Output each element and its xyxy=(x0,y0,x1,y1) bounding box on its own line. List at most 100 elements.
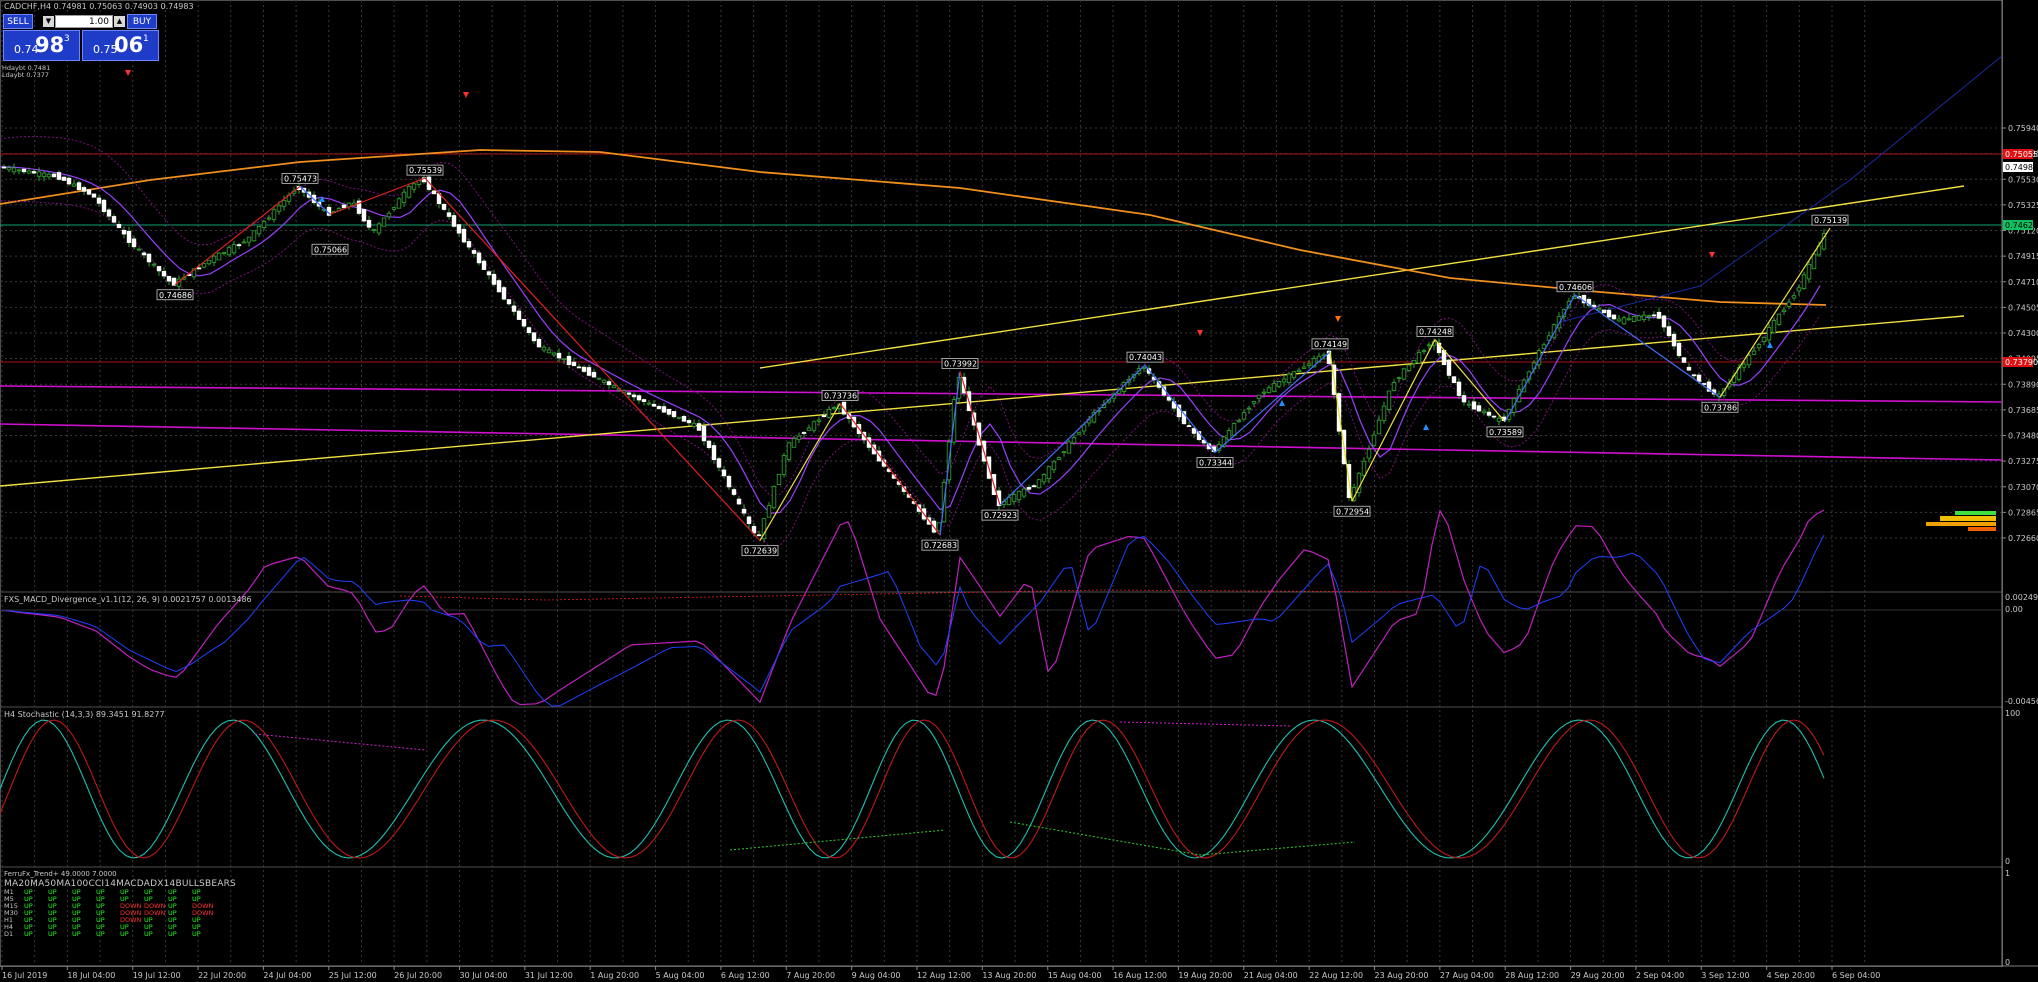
chevron-down-icon[interactable]: ▼ xyxy=(43,16,54,27)
candle-body xyxy=(1481,410,1487,414)
trend-cell: UP xyxy=(96,923,105,931)
chevron-up-icon[interactable]: ▲ xyxy=(114,16,125,27)
candle-body xyxy=(1421,350,1427,352)
price-tick-label: 0.72660 xyxy=(2008,534,2038,543)
trend-timeframe: D1 xyxy=(4,930,14,938)
lot-size-input[interactable] xyxy=(55,15,113,28)
chart-frame xyxy=(0,0,2003,967)
candle-body xyxy=(701,425,707,442)
macd-tick: -0.004568 xyxy=(2005,697,2038,706)
trend-row: M1 UP UP UP UP UP UP UP UP xyxy=(4,889,236,896)
candle-body xyxy=(1551,324,1557,338)
time-tick-label: 25 Jul 12:00 xyxy=(329,971,377,980)
zigzag-segment xyxy=(1434,339,1506,423)
candle-body xyxy=(1436,342,1442,354)
trend-cell: UP xyxy=(48,909,57,917)
zigzag-label-box xyxy=(1811,214,1849,226)
candle-body xyxy=(596,377,602,380)
zigzag-label: 0.75473 xyxy=(284,174,317,183)
trend-cell: UP xyxy=(72,888,81,896)
candle-body xyxy=(151,263,157,266)
zigzag-segment xyxy=(959,371,1001,506)
candle-body xyxy=(1306,363,1312,366)
price-tick-label: 0.72865 xyxy=(2008,508,2038,517)
candle-body xyxy=(716,458,722,468)
candle-body xyxy=(451,215,457,227)
candle-body xyxy=(506,299,512,305)
trend-row: H4 UP UP UP UP UP UP UP UP xyxy=(4,924,236,931)
candle-body xyxy=(746,516,752,524)
candle-body xyxy=(816,419,822,422)
candle-body xyxy=(106,209,112,217)
candle-body xyxy=(81,187,87,192)
candle-body xyxy=(1286,373,1292,384)
candle-body xyxy=(1621,317,1627,325)
candle-body xyxy=(806,427,812,431)
time-tick-label: 1 Aug 20:00 xyxy=(590,971,639,980)
candle-body xyxy=(1081,424,1087,432)
candle-body xyxy=(216,252,222,261)
time-tick-label: 9 Aug 04:00 xyxy=(852,971,901,980)
candle-body xyxy=(431,190,437,195)
trend-matrix: MA20MA50MA100CCI14MACDADX14BULLSBEARS M1… xyxy=(4,879,236,938)
lday-info: Ldaybt 0.7377 xyxy=(2,71,49,79)
candle-body xyxy=(1661,315,1667,328)
time-tick-label: 6 Sep 04:00 xyxy=(1832,971,1880,980)
trend-cell: UP xyxy=(96,902,105,910)
candle-body xyxy=(396,198,402,209)
candle-body xyxy=(271,209,277,220)
trend-cell: UP xyxy=(24,895,33,903)
grid xyxy=(0,0,2002,966)
stoch-divergence-line xyxy=(1119,721,1291,727)
macd-indicator xyxy=(0,509,2002,707)
trend-cell: UP xyxy=(144,916,153,924)
candle-body xyxy=(1301,366,1307,369)
candle-body xyxy=(521,318,527,327)
candle-body xyxy=(696,423,702,431)
candle-body xyxy=(676,416,682,419)
candle-body xyxy=(481,260,487,270)
candle-body xyxy=(1371,434,1377,446)
candle-body xyxy=(1176,404,1182,418)
macd-line xyxy=(0,509,1825,706)
zigzag-label: 0.74248 xyxy=(1419,328,1452,337)
buy-price-quote[interactable]: 0.75 06 1 xyxy=(82,30,159,61)
candle-body xyxy=(751,526,757,534)
buy-button[interactable]: BUY xyxy=(127,14,157,29)
candle-body xyxy=(206,259,212,265)
trend-columns-header: MA20MA50MA100CCI14MACDADX14BULLSBEARS xyxy=(4,879,236,889)
candle-body xyxy=(691,422,697,427)
green-level-tag xyxy=(2003,220,2033,230)
trend-timeframe: M30 xyxy=(4,909,18,917)
trend-cell: UP xyxy=(48,902,57,910)
magenta-trendline-upper xyxy=(0,385,2003,403)
sell-price-quote[interactable]: 0.74 98 3 xyxy=(3,30,80,61)
candle-body xyxy=(661,406,667,413)
candle-body xyxy=(1776,313,1782,325)
tick-volume-widget xyxy=(1926,511,1996,531)
candle-body xyxy=(381,217,387,227)
trend-cell: UP xyxy=(48,923,57,931)
candle-body xyxy=(1641,314,1647,320)
candle-body xyxy=(1741,363,1747,368)
candle-body xyxy=(501,287,507,300)
candle-body xyxy=(441,204,447,210)
macd-tick: 0.00 xyxy=(2005,605,2023,614)
volume-bar xyxy=(1926,522,1996,526)
signal-arrows xyxy=(125,70,1773,430)
time-tick-label: 30 Jul 04:00 xyxy=(460,971,508,980)
zigzag-segment xyxy=(424,177,761,542)
zigzag-label-box xyxy=(741,545,779,557)
sell-button[interactable]: SELL xyxy=(3,14,33,29)
zigzag-label-box xyxy=(981,509,1019,521)
candle-body xyxy=(211,255,217,263)
time-tick-label: 27 Aug 04:00 xyxy=(1440,971,1494,980)
trend-tick: 1 xyxy=(2005,869,2010,878)
stoch-tick: 100 xyxy=(2005,709,2020,718)
hday-info: Hdaybt 0.7481 xyxy=(2,64,50,72)
sell-arrow-icon xyxy=(1709,252,1715,258)
candle-body xyxy=(1656,311,1662,319)
trend-header-title: FerruFx_Trend+ 49.0000 7.0000 xyxy=(4,870,117,878)
zigzag-label-box xyxy=(1701,401,1739,413)
